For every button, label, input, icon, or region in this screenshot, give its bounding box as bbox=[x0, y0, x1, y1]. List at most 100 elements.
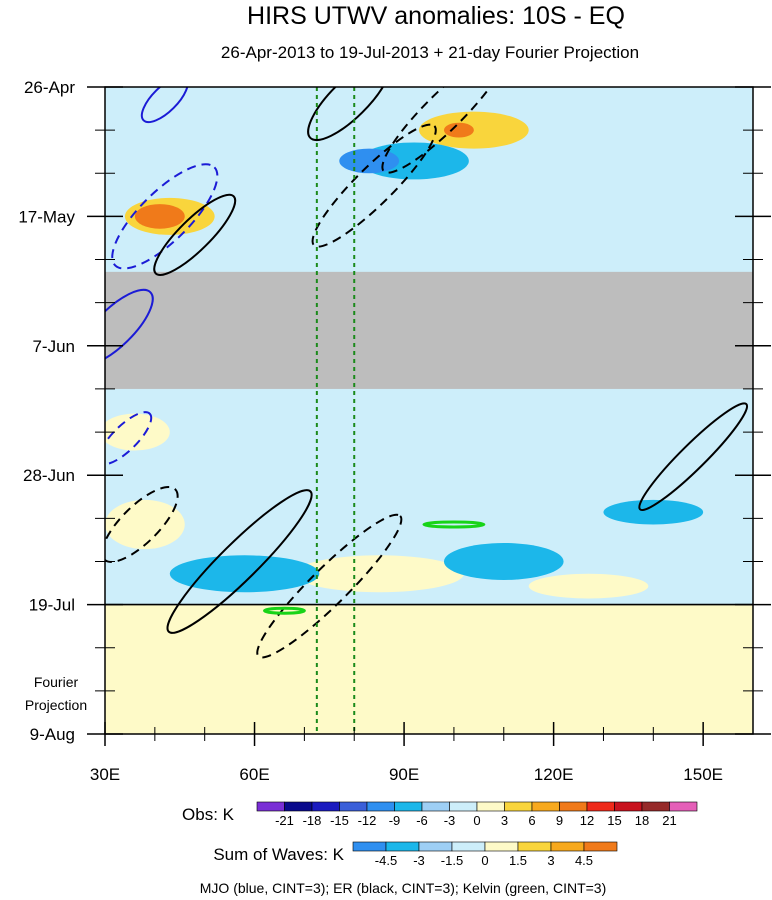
colorbar-box bbox=[504, 801, 533, 812]
anomaly-blob bbox=[169, 555, 320, 593]
plot-frame bbox=[104, 86, 754, 735]
er-contour bbox=[311, 123, 437, 248]
colorbar-box bbox=[449, 801, 478, 812]
colorbar-box bbox=[614, 801, 643, 812]
plot-area bbox=[105, 87, 753, 734]
x-tick-label: 30E bbox=[90, 765, 120, 784]
y-tick-label: 28-Jun bbox=[23, 466, 75, 485]
obs-colorbar: -21 -18 -15 -12 -9 -6 -3 0 3 6 9 12 15 18 21 bbox=[256, 801, 698, 828]
wave-contours bbox=[105, 87, 749, 659]
colorbar-tick-label: 0 bbox=[481, 853, 488, 868]
obs-colorbar-label: Obs: K bbox=[182, 805, 235, 824]
colorbar-box bbox=[352, 841, 387, 852]
colorbar-box bbox=[394, 801, 423, 812]
colorbar-box bbox=[311, 801, 340, 812]
colorbar-tick-label: 1.5 bbox=[509, 853, 527, 868]
colorbar-tick-label: -9 bbox=[389, 813, 401, 828]
y-tick-label: 26-Apr bbox=[24, 78, 75, 97]
colorbar-tick-label: -12 bbox=[358, 813, 377, 828]
anomaly-blob bbox=[603, 499, 704, 525]
colorbar-box bbox=[559, 801, 588, 812]
colorbar-box bbox=[669, 801, 698, 812]
y-tick-label: 17-May bbox=[18, 207, 75, 226]
colorbar-tick-label: -15 bbox=[330, 813, 349, 828]
kelvin-contour bbox=[422, 520, 486, 529]
contour-legend: MJO (blue, CINT=3); ER (black, CINT=3); … bbox=[200, 880, 607, 896]
waves-colorbar-label: Sum of Waves: K bbox=[213, 845, 344, 864]
colorbar-tick-label: 3 bbox=[501, 813, 508, 828]
x-tick-label: 150E bbox=[683, 765, 723, 784]
anomaly-blob bbox=[294, 555, 464, 593]
colorbar-box bbox=[517, 841, 552, 852]
colorbar-box bbox=[484, 841, 519, 852]
colorbar-box bbox=[385, 841, 420, 852]
colorbar-box bbox=[339, 801, 368, 812]
anomaly-shading bbox=[105, 111, 704, 599]
colorbar-tick-label: 0 bbox=[473, 813, 480, 828]
chart-title: HIRS UTWV anomalies: 10S - EQ bbox=[247, 2, 625, 30]
anomaly-blob bbox=[339, 148, 400, 174]
colorbar-tick-label: 15 bbox=[607, 813, 621, 828]
colorbar-box bbox=[366, 801, 395, 812]
x-tick-label: 90E bbox=[389, 765, 419, 784]
mjo-contour bbox=[140, 87, 189, 124]
y-tick-label: 7-Jun bbox=[32, 337, 75, 356]
colorbar-tick-label: -1.5 bbox=[441, 853, 463, 868]
colorbar-tick-label: -3 bbox=[444, 813, 456, 828]
anomaly-blob bbox=[443, 122, 474, 138]
colorbar-tick-label: -4.5 bbox=[375, 853, 397, 868]
colorbar-box bbox=[421, 801, 450, 812]
x-tick-label: 60E bbox=[239, 765, 269, 784]
colorbar-tick-label: -18 bbox=[303, 813, 322, 828]
colorbar-tick-label: 3 bbox=[547, 853, 554, 868]
colorbar-box bbox=[284, 801, 313, 812]
mjo-contour bbox=[105, 288, 154, 366]
er-contour bbox=[105, 486, 179, 563]
anomaly-blob bbox=[528, 573, 649, 599]
anomaly-blob bbox=[419, 111, 529, 149]
x-axis: 30E 60E 90E 120E 150E bbox=[90, 722, 723, 784]
chart-subtitle: 26-Apr-2013 to 19-Jul-2013 + 21-day Four… bbox=[221, 43, 639, 62]
colorbar-box bbox=[476, 801, 505, 812]
anomaly-blob bbox=[134, 204, 185, 229]
y-tick-label: 19-Jul bbox=[29, 596, 75, 615]
colorbar-tick-label: -6 bbox=[416, 813, 428, 828]
colorbar-tick-label: 9 bbox=[556, 813, 563, 828]
projection-background bbox=[105, 604, 753, 734]
projection-label-line2: Projection bbox=[25, 697, 87, 713]
colorbar-tick-label: -21 bbox=[275, 813, 294, 828]
er-contour bbox=[307, 87, 392, 142]
colorbar-box bbox=[586, 801, 615, 812]
er-contour bbox=[153, 193, 237, 276]
colorbar-tick-label: 6 bbox=[528, 813, 535, 828]
y-axis: 26-Apr 17-May 7-Jun 28-Jun 19-Jul 9-Aug bbox=[18, 78, 771, 744]
anomaly-blob bbox=[443, 542, 564, 580]
y-tick-label: 9-Aug bbox=[30, 725, 75, 744]
colorbar-box bbox=[418, 841, 453, 852]
mjo-contour bbox=[105, 411, 153, 466]
colorbar-box bbox=[256, 801, 285, 812]
er-contour bbox=[166, 489, 313, 634]
colorbar-tick-label: 4.5 bbox=[575, 853, 593, 868]
colorbar-box bbox=[550, 841, 585, 852]
colorbar-tick-label: 12 bbox=[580, 813, 594, 828]
anomaly-blob bbox=[105, 499, 185, 550]
colorbar-box bbox=[583, 841, 618, 852]
er-contour bbox=[638, 402, 749, 512]
colorbar-tick-label: 21 bbox=[662, 813, 676, 828]
anomaly-blob bbox=[105, 413, 170, 451]
projection-shading bbox=[316, 604, 355, 734]
colorbar-box bbox=[641, 801, 670, 812]
colorbar-box bbox=[531, 801, 560, 812]
er-contour bbox=[256, 513, 403, 659]
colorbar-tick-label: -3 bbox=[413, 853, 425, 868]
projection-shading-band bbox=[316, 604, 355, 734]
mjo-contour bbox=[111, 163, 219, 270]
x-tick-label: 120E bbox=[534, 765, 574, 784]
reference-longitude-lines bbox=[315, 87, 356, 734]
kelvin-contour bbox=[263, 606, 306, 615]
projection-label-line1: Fourier bbox=[34, 674, 79, 690]
missing-data-band bbox=[105, 271, 753, 389]
colorbar-tick-label: 18 bbox=[635, 813, 649, 828]
